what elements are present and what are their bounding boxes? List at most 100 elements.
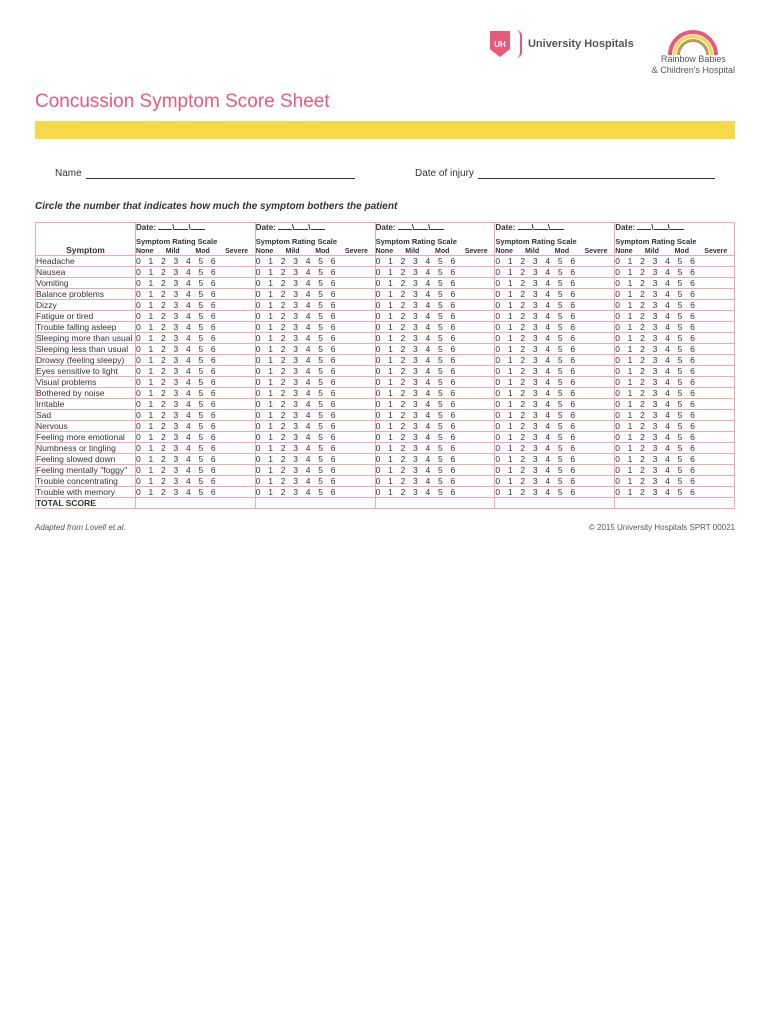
rating-cell[interactable]: 0 1 2 3 4 5 6 (136, 442, 256, 453)
rating-cell[interactable]: 0 1 2 3 4 5 6 (255, 365, 375, 376)
rating-cell[interactable]: 0 1 2 3 4 5 6 (255, 299, 375, 310)
rating-cell[interactable]: 0 1 2 3 4 5 6 (495, 299, 615, 310)
rating-cell[interactable]: 0 1 2 3 4 5 6 (136, 299, 256, 310)
rating-cell[interactable]: 0 1 2 3 4 5 6 (495, 288, 615, 299)
date-entry[interactable]: Date: \\ (495, 223, 614, 232)
rating-cell[interactable]: 0 1 2 3 4 5 6 (495, 464, 615, 475)
rating-cell[interactable]: 0 1 2 3 4 5 6 (495, 475, 615, 486)
rating-cell[interactable]: 0 1 2 3 4 5 6 (375, 321, 495, 332)
rating-cell[interactable]: 0 1 2 3 4 5 6 (615, 486, 735, 497)
rating-cell[interactable]: 0 1 2 3 4 5 6 (136, 453, 256, 464)
total-cell[interactable] (255, 497, 375, 508)
rating-cell[interactable]: 0 1 2 3 4 5 6 (495, 266, 615, 277)
rating-cell[interactable]: 0 1 2 3 4 5 6 (495, 354, 615, 365)
rating-cell[interactable]: 0 1 2 3 4 5 6 (136, 398, 256, 409)
rating-cell[interactable]: 0 1 2 3 4 5 6 (375, 299, 495, 310)
rating-cell[interactable]: 0 1 2 3 4 5 6 (136, 343, 256, 354)
rating-cell[interactable]: 0 1 2 3 4 5 6 (255, 354, 375, 365)
rating-cell[interactable]: 0 1 2 3 4 5 6 (615, 475, 735, 486)
rating-cell[interactable]: 0 1 2 3 4 5 6 (615, 354, 735, 365)
rating-cell[interactable]: 0 1 2 3 4 5 6 (375, 409, 495, 420)
rating-cell[interactable]: 0 1 2 3 4 5 6 (615, 321, 735, 332)
rating-cell[interactable]: 0 1 2 3 4 5 6 (136, 420, 256, 431)
rating-cell[interactable]: 0 1 2 3 4 5 6 (255, 332, 375, 343)
rating-cell[interactable]: 0 1 2 3 4 5 6 (615, 464, 735, 475)
rating-cell[interactable]: 0 1 2 3 4 5 6 (495, 431, 615, 442)
rating-cell[interactable]: 0 1 2 3 4 5 6 (255, 255, 375, 266)
rating-cell[interactable]: 0 1 2 3 4 5 6 (615, 299, 735, 310)
rating-cell[interactable]: 0 1 2 3 4 5 6 (375, 365, 495, 376)
rating-cell[interactable]: 0 1 2 3 4 5 6 (255, 431, 375, 442)
rating-cell[interactable]: 0 1 2 3 4 5 6 (375, 310, 495, 321)
rating-cell[interactable]: 0 1 2 3 4 5 6 (375, 486, 495, 497)
rating-cell[interactable]: 0 1 2 3 4 5 6 (136, 332, 256, 343)
rating-cell[interactable]: 0 1 2 3 4 5 6 (615, 288, 735, 299)
rating-cell[interactable]: 0 1 2 3 4 5 6 (615, 343, 735, 354)
rating-cell[interactable]: 0 1 2 3 4 5 6 (375, 354, 495, 365)
rating-cell[interactable]: 0 1 2 3 4 5 6 (136, 310, 256, 321)
rating-cell[interactable]: 0 1 2 3 4 5 6 (495, 486, 615, 497)
rating-cell[interactable]: 0 1 2 3 4 5 6 (615, 365, 735, 376)
rating-cell[interactable]: 0 1 2 3 4 5 6 (615, 310, 735, 321)
rating-cell[interactable]: 0 1 2 3 4 5 6 (495, 332, 615, 343)
rating-cell[interactable]: 0 1 2 3 4 5 6 (255, 277, 375, 288)
rating-cell[interactable]: 0 1 2 3 4 5 6 (136, 365, 256, 376)
rating-cell[interactable]: 0 1 2 3 4 5 6 (615, 409, 735, 420)
rating-cell[interactable]: 0 1 2 3 4 5 6 (255, 288, 375, 299)
rating-cell[interactable]: 0 1 2 3 4 5 6 (495, 310, 615, 321)
rating-cell[interactable]: 0 1 2 3 4 5 6 (615, 431, 735, 442)
rating-cell[interactable]: 0 1 2 3 4 5 6 (136, 255, 256, 266)
rating-cell[interactable]: 0 1 2 3 4 5 6 (495, 255, 615, 266)
rating-cell[interactable]: 0 1 2 3 4 5 6 (136, 431, 256, 442)
rating-cell[interactable]: 0 1 2 3 4 5 6 (255, 409, 375, 420)
rating-cell[interactable]: 0 1 2 3 4 5 6 (615, 332, 735, 343)
rating-cell[interactable]: 0 1 2 3 4 5 6 (255, 420, 375, 431)
rating-cell[interactable]: 0 1 2 3 4 5 6 (615, 376, 735, 387)
date-entry[interactable]: Date: \\ (615, 223, 734, 232)
rating-cell[interactable]: 0 1 2 3 4 5 6 (375, 332, 495, 343)
date-injury-blank[interactable] (478, 167, 715, 179)
rating-cell[interactable]: 0 1 2 3 4 5 6 (255, 376, 375, 387)
rating-cell[interactable]: 0 1 2 3 4 5 6 (255, 343, 375, 354)
rating-cell[interactable]: 0 1 2 3 4 5 6 (615, 453, 735, 464)
total-cell[interactable] (136, 497, 256, 508)
rating-cell[interactable]: 0 1 2 3 4 5 6 (255, 398, 375, 409)
date-entry[interactable]: Date: \\ (256, 223, 375, 232)
rating-cell[interactable]: 0 1 2 3 4 5 6 (255, 266, 375, 277)
rating-cell[interactable]: 0 1 2 3 4 5 6 (615, 255, 735, 266)
rating-cell[interactable]: 0 1 2 3 4 5 6 (375, 420, 495, 431)
rating-cell[interactable]: 0 1 2 3 4 5 6 (615, 266, 735, 277)
rating-cell[interactable]: 0 1 2 3 4 5 6 (615, 398, 735, 409)
rating-cell[interactable]: 0 1 2 3 4 5 6 (255, 486, 375, 497)
total-cell[interactable] (615, 497, 735, 508)
rating-cell[interactable]: 0 1 2 3 4 5 6 (375, 464, 495, 475)
rating-cell[interactable]: 0 1 2 3 4 5 6 (375, 277, 495, 288)
rating-cell[interactable]: 0 1 2 3 4 5 6 (495, 442, 615, 453)
date-entry[interactable]: Date: \\ (376, 223, 495, 232)
name-blank[interactable] (86, 167, 355, 179)
rating-cell[interactable]: 0 1 2 3 4 5 6 (136, 321, 256, 332)
rating-cell[interactable]: 0 1 2 3 4 5 6 (375, 453, 495, 464)
rating-cell[interactable]: 0 1 2 3 4 5 6 (615, 387, 735, 398)
rating-cell[interactable]: 0 1 2 3 4 5 6 (375, 442, 495, 453)
rating-cell[interactable]: 0 1 2 3 4 5 6 (495, 277, 615, 288)
rating-cell[interactable]: 0 1 2 3 4 5 6 (495, 376, 615, 387)
rating-cell[interactable]: 0 1 2 3 4 5 6 (136, 387, 256, 398)
rating-cell[interactable]: 0 1 2 3 4 5 6 (615, 420, 735, 431)
rating-cell[interactable]: 0 1 2 3 4 5 6 (495, 387, 615, 398)
total-cell[interactable] (375, 497, 495, 508)
date-entry[interactable]: Date: \\ (136, 223, 255, 232)
rating-cell[interactable]: 0 1 2 3 4 5 6 (495, 365, 615, 376)
rating-cell[interactable]: 0 1 2 3 4 5 6 (255, 475, 375, 486)
rating-cell[interactable]: 0 1 2 3 4 5 6 (255, 387, 375, 398)
rating-cell[interactable]: 0 1 2 3 4 5 6 (136, 277, 256, 288)
rating-cell[interactable]: 0 1 2 3 4 5 6 (495, 398, 615, 409)
rating-cell[interactable]: 0 1 2 3 4 5 6 (615, 277, 735, 288)
total-cell[interactable] (495, 497, 615, 508)
rating-cell[interactable]: 0 1 2 3 4 5 6 (136, 376, 256, 387)
rating-cell[interactable]: 0 1 2 3 4 5 6 (495, 409, 615, 420)
rating-cell[interactable]: 0 1 2 3 4 5 6 (255, 442, 375, 453)
rating-cell[interactable]: 0 1 2 3 4 5 6 (136, 464, 256, 475)
rating-cell[interactable]: 0 1 2 3 4 5 6 (136, 288, 256, 299)
rating-cell[interactable]: 0 1 2 3 4 5 6 (136, 354, 256, 365)
